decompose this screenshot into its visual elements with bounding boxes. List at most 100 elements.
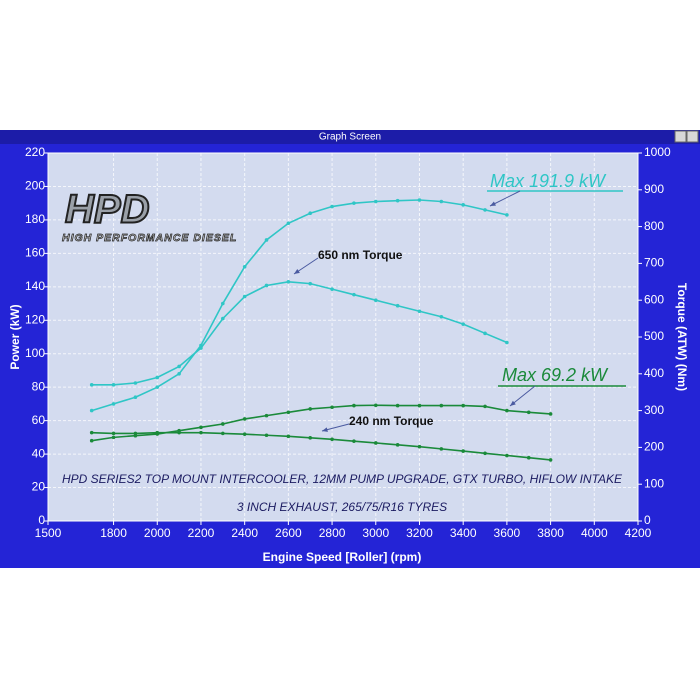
point bbox=[395, 403, 400, 408]
y-axis-label: Power (kW) bbox=[8, 304, 22, 369]
point bbox=[373, 441, 378, 445]
point bbox=[483, 404, 487, 409]
point bbox=[417, 198, 422, 202]
point bbox=[155, 430, 160, 435]
point bbox=[352, 439, 356, 443]
point bbox=[308, 407, 313, 411]
y-tick-label: 60 bbox=[32, 413, 46, 427]
annotation: 650 nm Torque bbox=[318, 248, 403, 262]
y2-tick-label: 500 bbox=[644, 329, 664, 343]
point bbox=[286, 410, 291, 415]
point bbox=[199, 425, 203, 430]
point bbox=[111, 435, 116, 440]
point bbox=[373, 199, 378, 204]
y2-tick-label: 600 bbox=[644, 292, 664, 306]
x-tick-label: 3800 bbox=[537, 526, 564, 540]
y2-tick-label: 900 bbox=[644, 182, 664, 196]
point bbox=[330, 204, 334, 209]
point bbox=[286, 221, 291, 226]
point bbox=[417, 403, 422, 408]
window-title: Graph Screen bbox=[319, 132, 381, 143]
point bbox=[483, 208, 487, 212]
point bbox=[505, 453, 509, 458]
logo-subtitle: HIGH PERFORMANCE DIESEL bbox=[62, 232, 237, 244]
x-tick-label: 2000 bbox=[144, 526, 171, 540]
point bbox=[395, 303, 400, 308]
logo-title: HPD bbox=[65, 188, 149, 232]
point bbox=[461, 403, 465, 408]
annotation: HPD SERIES2 TOP MOUNT INTERCOOLER, 12MM … bbox=[62, 472, 623, 486]
point bbox=[439, 447, 444, 451]
point bbox=[439, 314, 444, 319]
point bbox=[111, 383, 116, 387]
y-tick-label: 140 bbox=[25, 279, 45, 293]
point bbox=[461, 449, 465, 453]
y-tick-label: 40 bbox=[32, 446, 46, 460]
point bbox=[548, 412, 553, 416]
point bbox=[417, 444, 422, 449]
point bbox=[308, 281, 313, 286]
point bbox=[89, 383, 94, 387]
series-line bbox=[91, 280, 508, 386]
plot-area bbox=[48, 153, 638, 521]
point bbox=[286, 434, 291, 439]
point bbox=[548, 458, 553, 462]
x-tick-label: 3400 bbox=[450, 526, 477, 540]
x-tick-label: 2400 bbox=[231, 526, 258, 540]
point bbox=[352, 201, 356, 205]
x-tick-label: 2600 bbox=[275, 526, 302, 540]
arrow-head bbox=[490, 201, 496, 206]
point bbox=[264, 283, 269, 288]
point bbox=[483, 331, 487, 336]
x-tick-label: 3200 bbox=[406, 526, 433, 540]
point bbox=[133, 381, 138, 385]
point bbox=[221, 431, 225, 436]
annotation: Max 191.9 kW bbox=[490, 171, 607, 191]
point bbox=[439, 403, 444, 408]
point bbox=[89, 438, 94, 443]
y-tick-label: 100 bbox=[25, 346, 45, 360]
y2-tick-label: 100 bbox=[644, 476, 664, 490]
y-tick-label: 200 bbox=[25, 179, 45, 193]
point bbox=[395, 443, 400, 447]
x-tick-label: 1500 bbox=[35, 526, 62, 540]
point bbox=[526, 410, 531, 415]
point bbox=[352, 403, 356, 408]
point bbox=[461, 203, 465, 207]
point bbox=[526, 455, 531, 460]
point bbox=[221, 422, 225, 426]
button[interactable] bbox=[686, 130, 699, 143]
arrow-head bbox=[294, 268, 300, 274]
y2-tick-label: 0 bbox=[644, 513, 651, 527]
button[interactable] bbox=[674, 130, 687, 143]
point bbox=[221, 301, 225, 306]
point bbox=[242, 432, 247, 436]
x-tick-label: 2200 bbox=[188, 526, 215, 540]
point bbox=[483, 451, 487, 456]
y-tick-label: 0 bbox=[38, 513, 45, 527]
y-tick-label: 220 bbox=[25, 145, 45, 159]
y-tick-label: 80 bbox=[32, 379, 46, 393]
point bbox=[89, 408, 94, 413]
x-tick-label: 3000 bbox=[362, 526, 389, 540]
annotation: 3 INCH EXHAUST, 265/75/R16 TYRES bbox=[237, 500, 447, 514]
point bbox=[155, 385, 160, 389]
point bbox=[199, 430, 203, 435]
point bbox=[373, 403, 378, 408]
point bbox=[89, 430, 94, 435]
y-tick-label: 180 bbox=[25, 212, 45, 226]
point bbox=[242, 417, 247, 421]
x-tick-label: 2800 bbox=[319, 526, 346, 540]
x-tick-label: 1800 bbox=[100, 526, 127, 540]
x-axis-label: Engine Speed [Roller] (rpm) bbox=[263, 550, 422, 564]
series-line bbox=[91, 199, 508, 412]
point bbox=[395, 198, 400, 203]
arrow bbox=[489, 190, 521, 207]
point bbox=[461, 322, 465, 326]
x-tick-label: 4000 bbox=[581, 526, 608, 540]
y2-tick-label: 1000 bbox=[644, 145, 671, 159]
y-tick-label: 20 bbox=[32, 480, 46, 494]
y2-tick-label: 200 bbox=[644, 440, 664, 454]
point bbox=[221, 316, 225, 321]
point bbox=[264, 433, 269, 438]
